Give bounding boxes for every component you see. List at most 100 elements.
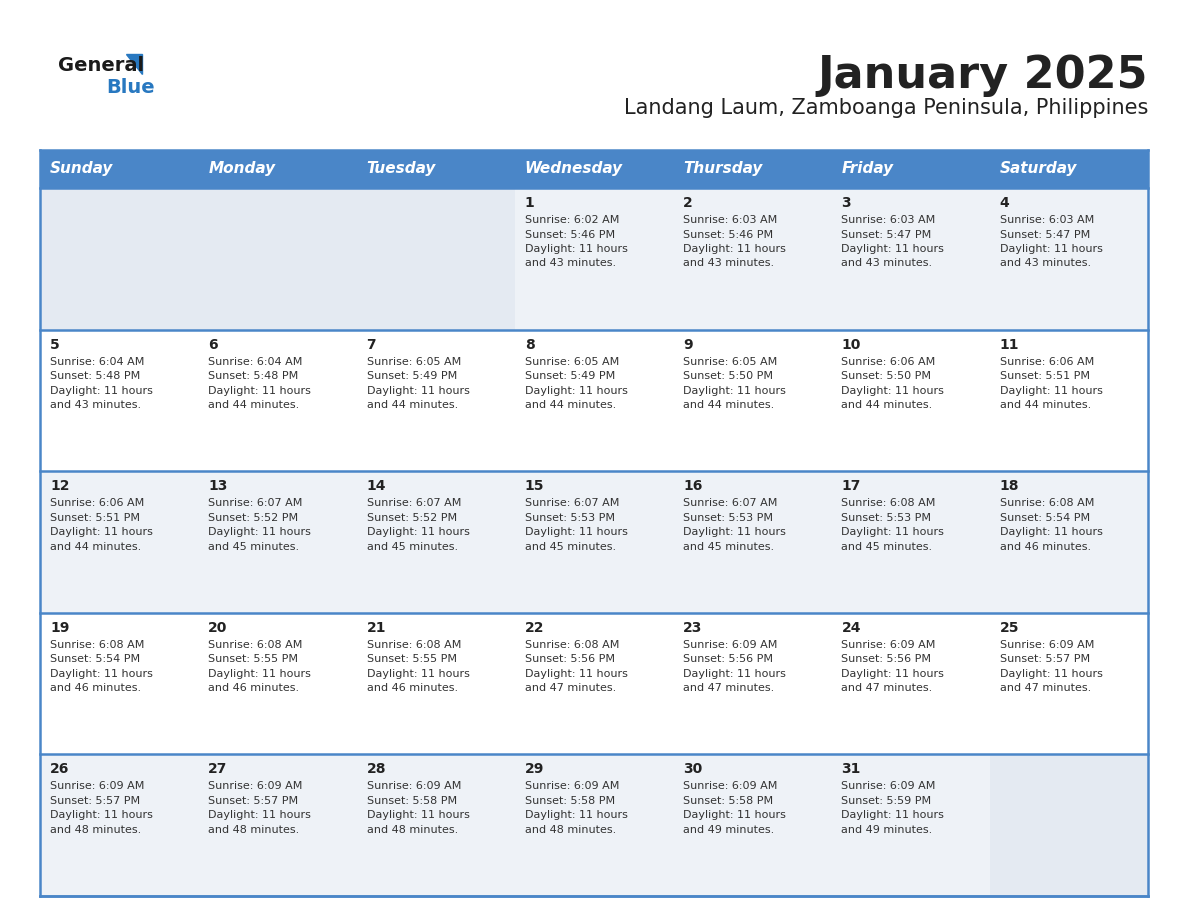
Text: 11: 11 (1000, 338, 1019, 352)
Text: Daylight: 11 hours: Daylight: 11 hours (525, 527, 627, 537)
Bar (40, 188, 1148, 330)
Text: Daylight: 11 hours: Daylight: 11 hours (367, 811, 469, 821)
Bar (514, 150, 674, 188)
Text: and 46 minutes.: and 46 minutes. (367, 683, 457, 693)
Text: Monday: Monday (208, 161, 276, 175)
Text: Sunset: 5:53 PM: Sunset: 5:53 PM (525, 512, 615, 522)
Text: Daylight: 11 hours: Daylight: 11 hours (525, 811, 627, 821)
Text: Daylight: 11 hours: Daylight: 11 hours (1000, 386, 1102, 396)
Text: and 43 minutes.: and 43 minutes. (525, 259, 617, 268)
Text: Sunset: 5:53 PM: Sunset: 5:53 PM (841, 512, 931, 522)
Text: and 48 minutes.: and 48 minutes. (525, 825, 617, 834)
Text: Sunrise: 6:05 AM: Sunrise: 6:05 AM (367, 356, 461, 366)
Text: Daylight: 11 hours: Daylight: 11 hours (683, 244, 786, 254)
Text: Daylight: 11 hours: Daylight: 11 hours (367, 527, 469, 537)
Text: 23: 23 (683, 621, 702, 635)
Text: Sunrise: 6:06 AM: Sunrise: 6:06 AM (841, 356, 936, 366)
Text: 21: 21 (367, 621, 386, 635)
Text: 15: 15 (525, 479, 544, 493)
Text: Sunrise: 6:09 AM: Sunrise: 6:09 AM (50, 781, 145, 791)
Text: Blue: Blue (106, 78, 154, 97)
Text: Daylight: 11 hours: Daylight: 11 hours (50, 527, 153, 537)
Text: Sunset: 5:47 PM: Sunset: 5:47 PM (1000, 230, 1089, 240)
Text: 22: 22 (525, 621, 544, 635)
Text: Sunrise: 6:09 AM: Sunrise: 6:09 AM (1000, 640, 1094, 650)
Text: 17: 17 (841, 479, 861, 493)
Text: and 43 minutes.: and 43 minutes. (1000, 259, 1091, 268)
Text: and 44 minutes.: and 44 minutes. (50, 542, 141, 552)
Text: Sunset: 5:50 PM: Sunset: 5:50 PM (683, 371, 773, 381)
Text: Thursday: Thursday (683, 161, 763, 175)
Text: Sunrise: 6:06 AM: Sunrise: 6:06 AM (1000, 356, 1094, 366)
Text: Sunrise: 6:03 AM: Sunrise: 6:03 AM (1000, 215, 1094, 225)
Text: Daylight: 11 hours: Daylight: 11 hours (683, 811, 786, 821)
Text: Sunset: 5:56 PM: Sunset: 5:56 PM (525, 655, 615, 665)
Text: Sunset: 5:55 PM: Sunset: 5:55 PM (208, 655, 298, 665)
Text: Sunrise: 6:05 AM: Sunrise: 6:05 AM (525, 356, 619, 366)
Text: 5: 5 (50, 338, 59, 352)
Text: Daylight: 11 hours: Daylight: 11 hours (841, 527, 944, 537)
Text: Sunrise: 6:06 AM: Sunrise: 6:06 AM (50, 498, 144, 509)
Text: Sunset: 5:59 PM: Sunset: 5:59 PM (841, 796, 931, 806)
Text: and 47 minutes.: and 47 minutes. (841, 683, 933, 693)
Text: Sunset: 5:52 PM: Sunset: 5:52 PM (208, 512, 298, 522)
Text: Daylight: 11 hours: Daylight: 11 hours (525, 669, 627, 678)
Bar (674, 150, 832, 188)
Text: Landang Laum, Zamboanga Peninsula, Philippines: Landang Laum, Zamboanga Peninsula, Phili… (624, 98, 1148, 118)
Text: Sunset: 5:56 PM: Sunset: 5:56 PM (841, 655, 931, 665)
Bar (40, 471, 1148, 613)
Text: Daylight: 11 hours: Daylight: 11 hours (208, 811, 311, 821)
Text: 9: 9 (683, 338, 693, 352)
Text: Sunrise: 6:08 AM: Sunrise: 6:08 AM (841, 498, 936, 509)
Text: Sunset: 5:51 PM: Sunset: 5:51 PM (1000, 371, 1089, 381)
Text: 6: 6 (208, 338, 217, 352)
Text: Daylight: 11 hours: Daylight: 11 hours (1000, 669, 1102, 678)
Text: Sunrise: 6:07 AM: Sunrise: 6:07 AM (683, 498, 777, 509)
Text: Sunrise: 6:08 AM: Sunrise: 6:08 AM (525, 640, 619, 650)
Text: and 43 minutes.: and 43 minutes. (50, 400, 141, 410)
Text: and 48 minutes.: and 48 minutes. (367, 825, 457, 834)
Text: and 43 minutes.: and 43 minutes. (683, 259, 775, 268)
Text: Daylight: 11 hours: Daylight: 11 hours (525, 244, 627, 254)
Text: Daylight: 11 hours: Daylight: 11 hours (208, 669, 311, 678)
Text: and 47 minutes.: and 47 minutes. (525, 683, 617, 693)
Text: Daylight: 11 hours: Daylight: 11 hours (841, 669, 944, 678)
Text: and 44 minutes.: and 44 minutes. (1000, 400, 1091, 410)
Text: 28: 28 (367, 763, 386, 777)
Text: Sunday: Sunday (50, 161, 113, 175)
Text: 3: 3 (841, 196, 851, 210)
Text: and 47 minutes.: and 47 minutes. (683, 683, 775, 693)
Text: and 43 minutes.: and 43 minutes. (841, 259, 933, 268)
Text: and 45 minutes.: and 45 minutes. (683, 542, 775, 552)
Text: Sunset: 5:49 PM: Sunset: 5:49 PM (367, 371, 457, 381)
Text: Sunset: 5:54 PM: Sunset: 5:54 PM (50, 655, 140, 665)
Text: and 44 minutes.: and 44 minutes. (367, 400, 457, 410)
Text: 20: 20 (208, 621, 228, 635)
Text: Sunset: 5:58 PM: Sunset: 5:58 PM (525, 796, 615, 806)
Text: Daylight: 11 hours: Daylight: 11 hours (683, 386, 786, 396)
Text: Sunrise: 6:09 AM: Sunrise: 6:09 AM (208, 781, 303, 791)
Text: Wednesday: Wednesday (525, 161, 623, 175)
Text: and 46 minutes.: and 46 minutes. (208, 683, 299, 693)
Text: Sunrise: 6:08 AM: Sunrise: 6:08 AM (1000, 498, 1094, 509)
Text: Sunrise: 6:08 AM: Sunrise: 6:08 AM (50, 640, 145, 650)
Bar (198, 150, 356, 188)
Text: and 46 minutes.: and 46 minutes. (50, 683, 141, 693)
Text: Sunset: 5:47 PM: Sunset: 5:47 PM (841, 230, 931, 240)
Text: and 48 minutes.: and 48 minutes. (50, 825, 141, 834)
Text: Daylight: 11 hours: Daylight: 11 hours (1000, 244, 1102, 254)
Text: and 45 minutes.: and 45 minutes. (841, 542, 933, 552)
Text: Sunset: 5:48 PM: Sunset: 5:48 PM (208, 371, 298, 381)
Text: and 49 minutes.: and 49 minutes. (841, 825, 933, 834)
Text: and 47 minutes.: and 47 minutes. (1000, 683, 1091, 693)
Text: 27: 27 (208, 763, 228, 777)
Text: Sunset: 5:56 PM: Sunset: 5:56 PM (683, 655, 773, 665)
Text: Sunrise: 6:02 AM: Sunrise: 6:02 AM (525, 215, 619, 225)
Bar (832, 150, 990, 188)
Text: Sunset: 5:51 PM: Sunset: 5:51 PM (50, 512, 140, 522)
Text: 14: 14 (367, 479, 386, 493)
Bar (40, 150, 198, 188)
Text: Sunrise: 6:04 AM: Sunrise: 6:04 AM (208, 356, 303, 366)
Text: Daylight: 11 hours: Daylight: 11 hours (1000, 527, 1102, 537)
Text: Sunset: 5:57 PM: Sunset: 5:57 PM (208, 796, 298, 806)
